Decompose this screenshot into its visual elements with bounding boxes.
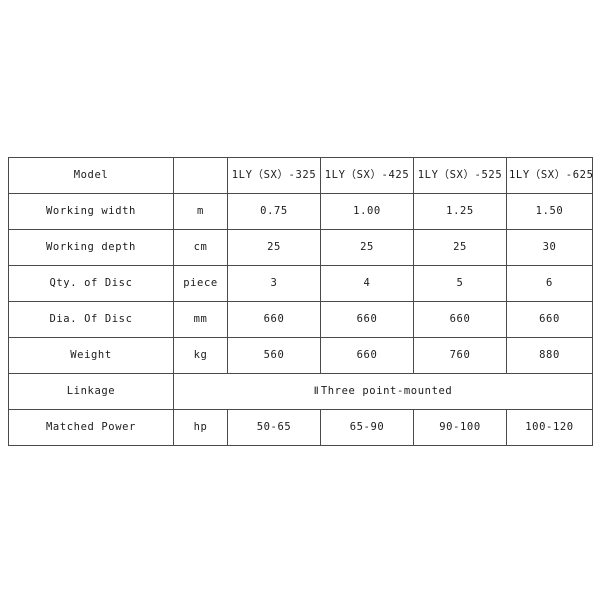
cell-working-depth-625: 30: [506, 229, 593, 266]
row-label-working-width: Working width: [8, 193, 174, 230]
table-row: Dia. Of Disc mm 660 660 660 660: [8, 301, 593, 338]
cell-weight-625: 880: [506, 337, 593, 374]
cell-qty-of-disc-325: 3: [227, 265, 321, 302]
table-row: Qty. of Disc piece 3 4 5 6: [8, 265, 593, 302]
header-label-model: Model: [8, 157, 174, 194]
header-unit-blank: [173, 157, 228, 194]
table-row-linkage: Linkage Ⅱ Three point-mounted: [8, 373, 593, 410]
table-row: Weight kg 560 660 760 880: [8, 337, 593, 374]
cell-working-width-525: 1.25: [413, 193, 507, 230]
cell-dia-of-disc-625: 660: [506, 301, 593, 338]
row-label-working-depth: Working depth: [8, 229, 174, 266]
table-row: Working width m 0.75 1.00 1.25 1.50: [8, 193, 593, 230]
cell-working-width-425: 1.00: [320, 193, 414, 230]
row-unit-matched-power: hp: [173, 409, 228, 446]
row-unit-dia-of-disc: mm: [173, 301, 228, 338]
row-label-linkage: Linkage: [8, 373, 174, 410]
row-label-dia-of-disc: Dia. Of Disc: [8, 301, 174, 338]
cell-qty-of-disc-625: 6: [506, 265, 593, 302]
row-unit-working-depth: cm: [173, 229, 228, 266]
row-unit-qty-of-disc: piece: [173, 265, 228, 302]
table-row: Working depth cm 25 25 25 30: [8, 229, 593, 266]
row-label-matched-power: Matched Power: [8, 409, 174, 446]
cell-matched-power-625: 100-120: [506, 409, 593, 446]
linkage-value-text: Three point-mounted: [320, 384, 453, 397]
cell-dia-of-disc-425: 660: [320, 301, 414, 338]
cell-linkage-value: Ⅱ Three point-mounted: [173, 373, 593, 410]
cell-matched-power-525: 90-100: [413, 409, 507, 446]
cell-dia-of-disc-325: 660: [227, 301, 321, 338]
header-model-3: 1LY（SX）-525: [413, 157, 507, 194]
cell-working-depth-425: 25: [320, 229, 414, 266]
cell-weight-325: 560: [227, 337, 321, 374]
header-model-2: 1LY（SX）-425: [320, 157, 414, 194]
cell-qty-of-disc-425: 4: [320, 265, 414, 302]
header-model-1: 1LY（SX）-325: [227, 157, 321, 194]
row-unit-working-width: m: [173, 193, 228, 230]
cell-dia-of-disc-525: 660: [413, 301, 507, 338]
table-header-row: Model 1LY（SX）-325 1LY（SX）-425 1LY（SX）-52…: [8, 157, 593, 194]
cell-qty-of-disc-525: 5: [413, 265, 507, 302]
row-label-qty-of-disc: Qty. of Disc: [8, 265, 174, 302]
table-row: Matched Power hp 50-65 65-90 90-100 100-…: [8, 409, 593, 446]
header-model-4: 1LY（SX）-625: [506, 157, 593, 194]
cell-working-depth-325: 25: [227, 229, 321, 266]
cell-matched-power-425: 65-90: [320, 409, 414, 446]
cell-working-depth-525: 25: [413, 229, 507, 266]
cell-working-width-325: 0.75: [227, 193, 321, 230]
cell-working-width-625: 1.50: [506, 193, 593, 230]
cell-matched-power-325: 50-65: [227, 409, 321, 446]
specification-table: Model 1LY（SX）-325 1LY（SX）-425 1LY（SX）-52…: [8, 157, 593, 446]
row-unit-weight: kg: [173, 337, 228, 374]
row-label-weight: Weight: [8, 337, 174, 374]
cell-weight-425: 660: [320, 337, 414, 374]
cell-weight-525: 760: [413, 337, 507, 374]
roman-numeral-two: Ⅱ: [313, 384, 319, 397]
